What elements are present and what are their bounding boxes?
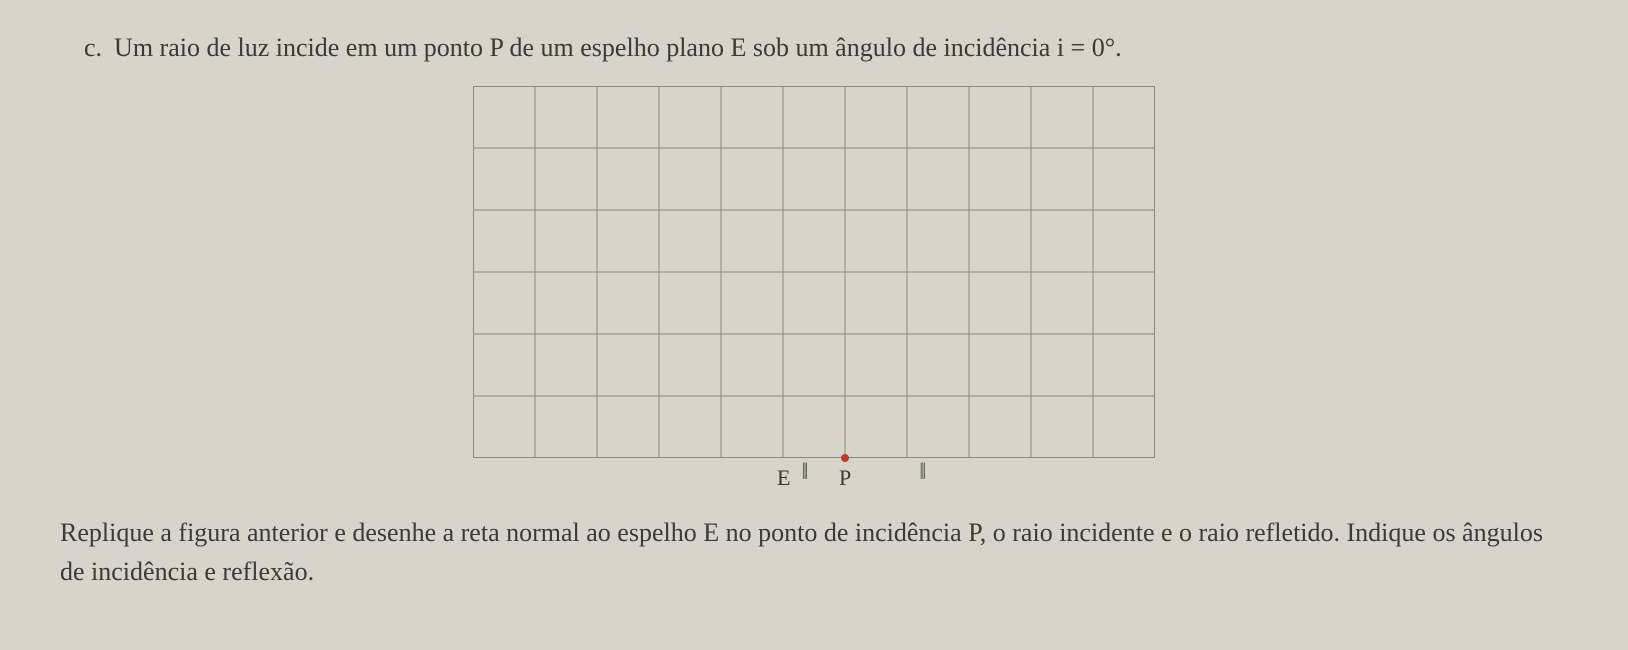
hatch-left: |||: [802, 459, 807, 480]
question-prompt: c. Um raio de luz incide em um ponto P d…: [60, 30, 1568, 66]
grid-svg: [473, 86, 1155, 458]
instruction-text: Replique a figura anterior e desenhe a r…: [60, 513, 1568, 591]
question-text: Um raio de luz incide em um ponto P de u…: [114, 30, 1122, 66]
point-p-marker: [841, 454, 849, 462]
grid-figure: E ||| P |||: [60, 86, 1568, 463]
label-p: P: [839, 465, 851, 491]
item-letter: c.: [84, 30, 102, 66]
hatch-right: |||: [919, 459, 924, 480]
mirror-labels-row: E ||| P |||: [473, 463, 1155, 491]
label-e: E: [777, 465, 790, 491]
grid-wrap: E ||| P |||: [473, 86, 1155, 463]
